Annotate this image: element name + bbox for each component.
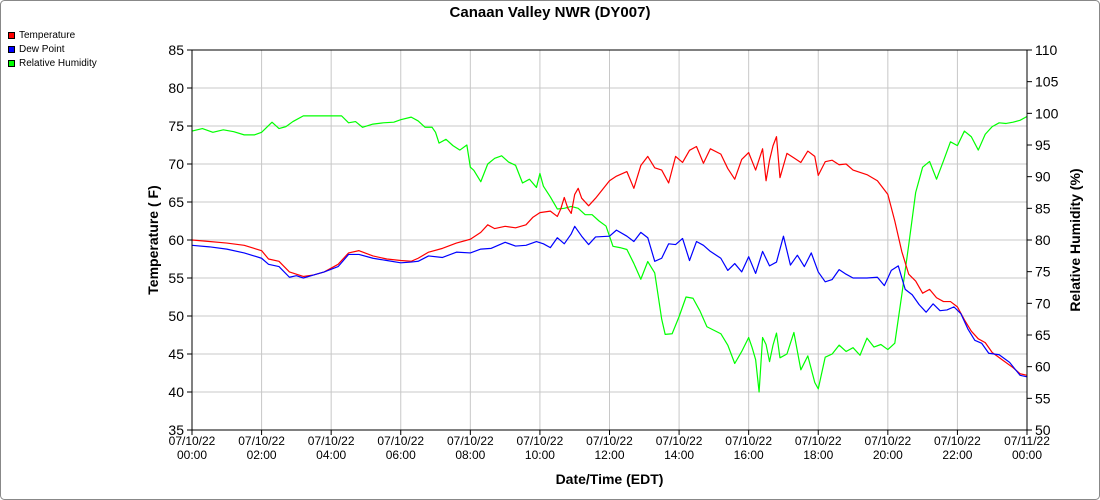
y2-axis-label: Relative Humidity (%): [1067, 168, 1083, 311]
x-axis: 07/10/2200:0007/10/2202:0007/10/2204:000…: [169, 430, 1050, 462]
y2-tick-label: 65: [1035, 327, 1051, 343]
x-tick-time: 04:00: [316, 448, 346, 462]
y-tick-label: 50: [168, 308, 184, 324]
x-tick-date: 07/10/22: [169, 434, 216, 448]
legend-swatch-relative-humidity: [8, 59, 15, 67]
x-tick-date: 07/10/22: [308, 434, 355, 448]
y-tick-label: 65: [168, 194, 184, 210]
series-layer: [191, 115, 1028, 393]
y-tick-label: 85: [168, 42, 184, 58]
x-tick-date: 07/11/22: [1004, 434, 1050, 448]
legend-item-relative-humidity: Relative Humidity: [8, 56, 97, 70]
x-tick-date: 07/10/22: [377, 434, 424, 448]
legend: Temperature Dew Point Relative Humidity: [8, 28, 97, 70]
x-tick-time: 22:00: [942, 448, 972, 462]
chart-title: Canaan Valley NWR (DY007): [449, 4, 651, 21]
x-tick-date: 07/10/22: [934, 434, 981, 448]
x-axis-label: Date/Time (EDT): [556, 471, 664, 487]
legend-item-temperature: Temperature: [8, 28, 97, 42]
x-tick-date: 07/10/22: [656, 434, 703, 448]
legend-label-dew-point: Dew Point: [19, 43, 65, 55]
temperature-line: [191, 136, 1028, 376]
x-tick-time: 20:00: [873, 448, 903, 462]
y-axis-left: 35 40 45 50 55 60 65 70 75 80 85: [168, 42, 192, 438]
y-tick-label: 35: [168, 422, 184, 438]
x-tick-time: 02:00: [247, 448, 277, 462]
x-tick-date: 07/10/22: [447, 434, 494, 448]
y2-tick-label: 90: [1035, 169, 1051, 185]
x-tick-time: 00:00: [177, 448, 207, 462]
x-tick-time: 16:00: [734, 448, 764, 462]
x-tick-date: 07/10/22: [725, 434, 772, 448]
y2-tick-label: 60: [1035, 359, 1051, 375]
x-tick-date: 07/10/22: [586, 434, 633, 448]
x-tick-time: 00:00: [1012, 448, 1042, 462]
dew-point-line: [191, 225, 1028, 378]
y-axis-label: Temperature ( F): [145, 185, 161, 294]
grid: [191, 49, 1028, 431]
x-tick-time: 10:00: [525, 448, 555, 462]
x-tick-time: 12:00: [594, 448, 624, 462]
y2-tick-label: 70: [1035, 295, 1051, 311]
y2-tick-label: 80: [1035, 232, 1051, 248]
y2-tick-label: 85: [1035, 200, 1051, 216]
y-tick-label: 40: [168, 384, 184, 400]
relative-humidity-line: [191, 115, 1028, 393]
y-tick-label: 70: [168, 156, 184, 172]
y2-tick-label: 55: [1035, 390, 1051, 406]
y2-tick-label: 105: [1035, 74, 1059, 90]
y2-tick-label: 75: [1035, 264, 1051, 280]
x-tick-date: 07/10/22: [238, 434, 285, 448]
x-tick-time: 08:00: [455, 448, 485, 462]
y-tick-label: 45: [168, 346, 184, 362]
y-axis-right: 50 55 60 65 70 75 80 85 90 95 100 105 110: [1027, 42, 1059, 438]
x-tick-date: 07/10/22: [517, 434, 564, 448]
y-tick-label: 55: [168, 270, 184, 286]
legend-item-dew-point: Dew Point: [8, 42, 97, 56]
y-tick-label: 75: [168, 118, 184, 134]
y-tick-label: 60: [168, 232, 184, 248]
legend-swatch-temperature: [8, 31, 15, 39]
legend-label-temperature: Temperature: [19, 29, 76, 41]
x-tick-time: 06:00: [386, 448, 416, 462]
x-tick-time: 18:00: [803, 448, 833, 462]
y2-tick-label: 50: [1035, 422, 1051, 438]
x-tick-date: 07/10/22: [864, 434, 911, 448]
y2-tick-label: 100: [1035, 105, 1059, 121]
x-tick-time: 14:00: [664, 448, 694, 462]
x-tick-date: 07/10/22: [795, 434, 842, 448]
legend-label-relative-humidity: Relative Humidity: [19, 57, 97, 69]
legend-swatch-dew-point: [8, 45, 15, 53]
y-tick-label: 80: [168, 80, 184, 96]
y2-tick-label: 110: [1035, 42, 1058, 58]
y2-tick-label: 95: [1035, 137, 1051, 153]
